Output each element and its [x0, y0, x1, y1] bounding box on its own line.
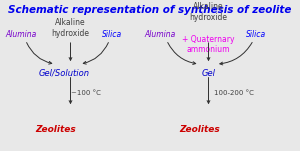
Text: Zeolites: Zeolites	[35, 125, 76, 134]
Text: Zeolites: Zeolites	[179, 125, 220, 134]
Text: + Quaternary
ammonium: + Quaternary ammonium	[182, 35, 235, 54]
Text: ~100 °C: ~100 °C	[71, 90, 101, 96]
Text: Alumina: Alumina	[145, 30, 176, 39]
Text: Alumina: Alumina	[5, 30, 37, 39]
Text: 100-200 °C: 100-200 °C	[214, 90, 254, 96]
Text: Gel: Gel	[202, 69, 215, 78]
Text: Gel/Solution: Gel/Solution	[39, 69, 90, 78]
Text: Silica: Silica	[102, 30, 123, 39]
Text: Alkaline
hydroxide: Alkaline hydroxide	[190, 2, 227, 22]
Text: Schematic representation of synthesis of zeolite: Schematic representation of synthesis of…	[8, 5, 292, 14]
Text: Alkaline
hydroxide: Alkaline hydroxide	[52, 18, 89, 37]
Text: Silica: Silica	[246, 30, 267, 39]
